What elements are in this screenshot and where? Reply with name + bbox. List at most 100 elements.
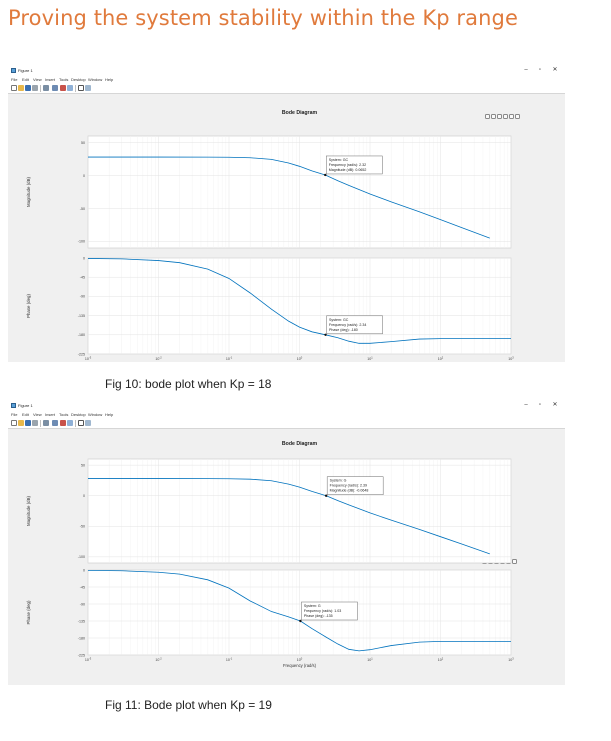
y-tick-label: 0	[83, 568, 85, 572]
y-tick-label: 0	[83, 494, 85, 498]
property-editor-icon[interactable]	[85, 85, 91, 91]
menu-file[interactable]: File	[11, 412, 18, 417]
menu-insert[interactable]: Insert	[45, 77, 56, 82]
x-tick-label: 101	[367, 356, 373, 361]
y-tick-label: -180	[78, 636, 85, 640]
zoom-out-icon[interactable]	[509, 114, 514, 119]
minimize-button[interactable]: –	[524, 67, 528, 73]
link-plot-icon[interactable]	[52, 85, 58, 91]
bode-diagram[interactable]: Bode Diagram 50 0 -50 -100 Magnitude (dB) 10-3…	[8, 429, 565, 685]
restore-view-icon[interactable]	[512, 559, 517, 564]
menu-desktop[interactable]: Desktop	[71, 77, 86, 82]
pointer-icon[interactable]	[78, 85, 84, 91]
x-tick-label: 10-3	[85, 657, 92, 662]
close-button[interactable]: ✕	[552, 402, 558, 408]
y-tick-label: 0	[83, 256, 85, 260]
phase-line	[87, 258, 511, 344]
chart-title: Bode Diagram	[282, 110, 318, 116]
figure-window-2: Figure 1 – ▫ ✕ File Edit View Insert Too…	[8, 401, 565, 685]
open-folder-icon[interactable]	[18, 85, 24, 91]
restore-view-icon[interactable]	[515, 114, 520, 119]
menu-view[interactable]: View	[33, 77, 42, 82]
print-preview-icon[interactable]	[43, 85, 49, 91]
menu-desktop[interactable]: Desktop	[71, 412, 86, 417]
colorbar-icon[interactable]	[60, 85, 66, 91]
new-file-icon[interactable]	[11, 85, 17, 91]
legend-icon[interactable]	[67, 420, 73, 426]
window-title: Figure 1	[18, 403, 33, 408]
save-icon[interactable]	[25, 85, 31, 91]
open-folder-icon[interactable]	[18, 420, 24, 426]
menu-insert[interactable]: Insert	[45, 412, 56, 417]
x-tick-label: 103	[508, 356, 514, 361]
data-tip-marker	[324, 494, 328, 497]
menu-edit[interactable]: Edit	[22, 412, 29, 417]
menu-window[interactable]: Window	[88, 77, 103, 82]
phase-panel: 10-3 10-2 10-1 100 101 102 103 0 -45 -90 -135 -180 -…	[26, 256, 514, 361]
y-tick-label: 50	[81, 463, 85, 467]
x-tick-label: 101	[367, 657, 373, 662]
pointer-icon[interactable]	[78, 420, 84, 426]
legend-icon[interactable]	[67, 85, 73, 91]
x-tick-label: 10-3	[85, 356, 92, 361]
figure-caption: Fig 11: Bode plot when Kp = 19	[105, 698, 272, 712]
x-axis-label: Frequency (rad/s)	[283, 663, 317, 668]
data-tip-marker	[324, 333, 327, 336]
menu-tools[interactable]: Tools	[59, 412, 69, 417]
menu-window[interactable]: Window	[88, 412, 103, 417]
data-tip-box	[326, 155, 383, 175]
y-axis-label: Phase (deg)	[26, 600, 31, 624]
close-button[interactable]: ✕	[552, 67, 558, 73]
print-icon[interactable]	[32, 420, 38, 426]
x-tick-label: 10-2	[155, 356, 162, 361]
property-editor-icon[interactable]	[85, 420, 91, 426]
data-tip-icon[interactable]	[491, 114, 496, 119]
data-tip-marker	[324, 173, 327, 177]
x-tick-label: 100	[297, 356, 303, 361]
y-tick-label: -45	[80, 585, 85, 589]
zoom-in-icon[interactable]	[503, 114, 508, 119]
link-plot-icon[interactable]	[52, 420, 58, 426]
maximize-button[interactable]: ▫	[538, 67, 542, 73]
menu-help[interactable]: Help	[105, 77, 114, 82]
menu-view[interactable]: View	[33, 412, 42, 417]
figure-toolbar	[8, 419, 565, 429]
y-tick-label: -100	[78, 240, 85, 244]
x-tick-label: 10-1	[226, 356, 233, 361]
data-tip-text: Frequency (rad/s): 2.34	[329, 323, 366, 327]
minimize-button[interactable]: –	[524, 402, 528, 408]
print-icon[interactable]	[32, 85, 38, 91]
data-tip-text: Phase (deg): -135	[304, 614, 333, 618]
axes-toolbar	[485, 114, 520, 119]
y-tick-label: -90	[80, 602, 85, 606]
data-tip-box	[301, 601, 358, 621]
maximize-button[interactable]: ▫	[538, 402, 542, 408]
figure-window-1: Figure 1 – ▫ ✕ File Edit View Insert Too…	[8, 66, 565, 362]
export-icon[interactable]	[485, 114, 490, 119]
bode-diagram[interactable]: Bode Diagram 50 0 -50 -100 Magnitude (dB) 10-3…	[8, 94, 565, 362]
pan-icon[interactable]	[497, 114, 502, 119]
save-icon[interactable]	[25, 420, 31, 426]
magnitude-line	[88, 478, 490, 555]
figure-caption: Fig 10: bode plot when Kp = 18	[105, 377, 272, 391]
y-axis-label: Magnitude (dB)	[26, 495, 31, 526]
magnitude-panel: 50 0 -50 -100 Magnitude (dB)	[26, 135, 512, 249]
colorbar-icon[interactable]	[60, 420, 66, 426]
menu-edit[interactable]: Edit	[22, 77, 29, 82]
y-tick-label: -135	[78, 314, 85, 318]
window-title: Figure 1	[18, 68, 33, 73]
phase-line	[87, 569, 511, 652]
print-preview-icon[interactable]	[43, 420, 49, 426]
data-tip-text: System: GC	[329, 318, 349, 322]
menu-file[interactable]: File	[11, 77, 18, 82]
phase-panel: 10-3 10-2 10-1 100 101 102 103 0 -45 -90 -135 -180 -…	[26, 568, 514, 662]
x-tick-label: 10-2	[155, 657, 162, 662]
menu-help[interactable]: Help	[105, 412, 114, 417]
menu-tools[interactable]: Tools	[59, 77, 69, 82]
data-tip-text: Frequency (rad/s): 2.32	[329, 163, 366, 167]
new-file-icon[interactable]	[11, 420, 17, 426]
menubar: File Edit View Insert Tools Desktop Wind…	[8, 76, 565, 84]
data-tip-marker	[299, 619, 302, 623]
